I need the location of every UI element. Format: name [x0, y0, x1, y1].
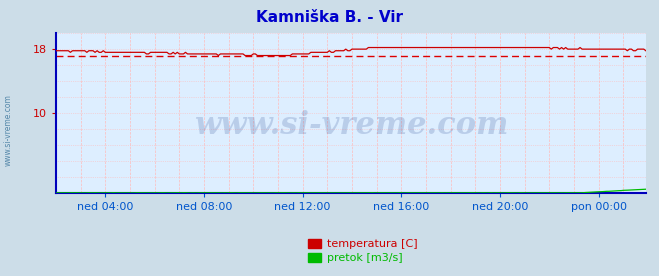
Text: Kamniška B. - Vir: Kamniška B. - Vir: [256, 10, 403, 25]
Text: www.si-vreme.com: www.si-vreme.com: [3, 94, 13, 166]
Text: www.si-vreme.com: www.si-vreme.com: [194, 110, 508, 142]
Legend: temperatura [C], pretok [m3/s]: temperatura [C], pretok [m3/s]: [303, 235, 422, 268]
